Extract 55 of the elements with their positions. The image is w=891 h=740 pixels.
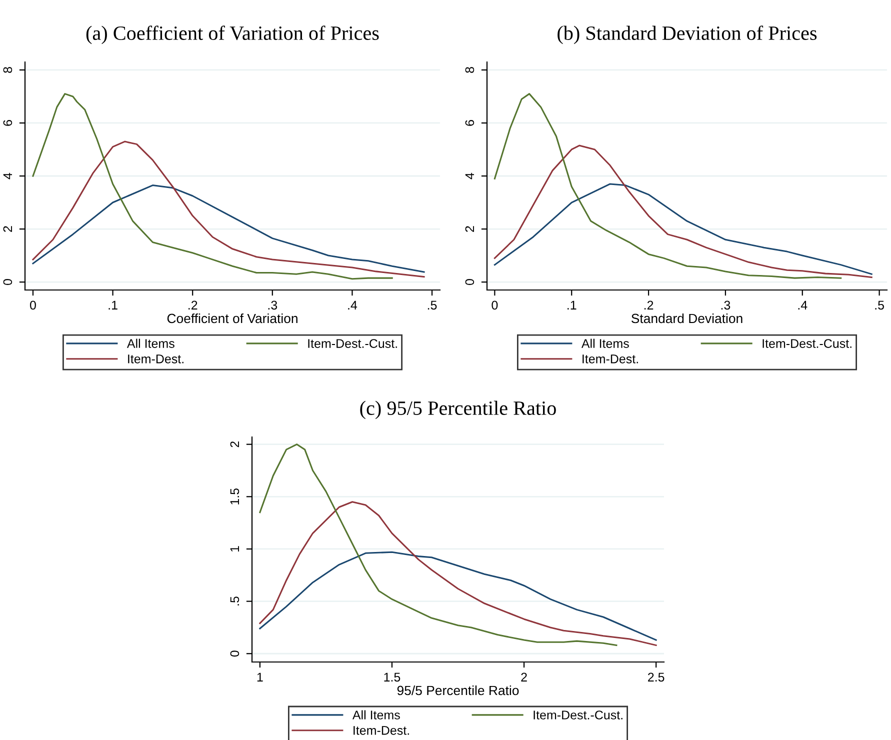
x-tick-label: .5 (875, 300, 884, 310)
x-tick-label: .4 (798, 300, 808, 310)
legend-label: All Items (581, 338, 629, 348)
x-tick-label: .1 (108, 300, 118, 310)
legend-label: Item-Dest. (582, 354, 638, 364)
legend-label: Item-Dest. (128, 354, 184, 364)
line-series (259, 444, 618, 646)
x-tick-label: 2.5 (648, 672, 664, 682)
line-series (32, 93, 393, 280)
y-tick-label: 4 (465, 172, 474, 180)
x-axis-title: Standard Deviation (631, 313, 742, 324)
y-tick-label: .5 (230, 596, 240, 606)
chart-title: (c) 95/5 Percentile Ratio (360, 400, 556, 420)
line-series (259, 501, 657, 646)
legend-label: All Items (126, 338, 174, 348)
x-tick-label: .2 (188, 300, 198, 310)
line-series (32, 140, 425, 278)
x-tick-label: 1 (257, 672, 263, 682)
x-tick-label: 0 (492, 300, 498, 310)
x-tick-label: .3 (268, 300, 278, 310)
x-tick-label: .2 (644, 300, 654, 310)
y-tick-label: 1 (230, 546, 239, 552)
y-tick-label: 8 (465, 67, 474, 73)
line-series (259, 551, 657, 641)
chart-title: (a) Coefficient of Variation of Prices (86, 26, 379, 44)
legend-label: All Items (352, 710, 400, 720)
line-series (32, 184, 425, 273)
x-tick-label: 2 (521, 672, 527, 682)
chart-title: (b) Standard Deviation of Prices (558, 26, 817, 44)
x-tick-label: .1 (568, 300, 576, 310)
legend-label: Item-Dest.-Cust. (534, 710, 622, 720)
legend-label: Item-Dest.-Cust. (762, 339, 852, 348)
x-tick-label: .3 (721, 300, 730, 310)
y-tick-label: 6 (465, 120, 474, 126)
x-axis-title: 95/5 Percentile Ratio (397, 685, 519, 696)
y-tick-label: 2 (465, 226, 474, 232)
y-tick-label: 2 (230, 441, 239, 448)
line-series (494, 183, 872, 275)
y-tick-label: 1.5 (230, 488, 240, 504)
x-tick-label: .5 (428, 300, 437, 310)
legend-label: Item-Dest.-Cust. (308, 339, 397, 348)
y-tick-label: 4 (3, 172, 12, 180)
line-series (494, 144, 872, 278)
legend-label: Item-Dest. (354, 726, 409, 735)
y-tick-label: 0 (465, 279, 474, 286)
y-tick-label: 2 (3, 226, 12, 232)
line-series (494, 93, 842, 279)
y-tick-label: 6 (3, 120, 12, 126)
x-tick-label: 0 (30, 300, 36, 310)
x-tick-label: 1.5 (384, 672, 400, 682)
y-tick-label: 0 (230, 650, 240, 657)
y-tick-label: 0 (3, 279, 12, 286)
y-tick-label: 8 (3, 67, 12, 73)
x-tick-label: .4 (348, 300, 358, 310)
x-axis-title: Coefficient of Variation (167, 313, 298, 324)
